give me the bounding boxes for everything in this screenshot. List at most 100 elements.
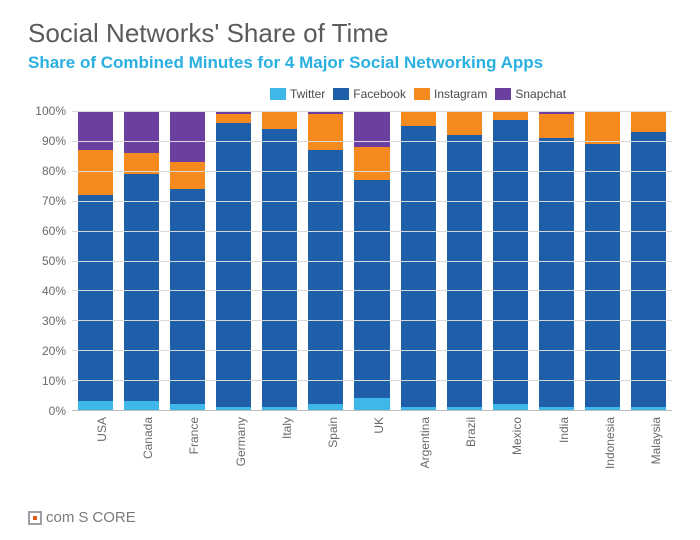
y-tick: 100%: [35, 104, 66, 118]
y-tick: 80%: [42, 164, 66, 178]
legend-item-facebook: Facebook: [333, 87, 410, 101]
segment-facebook: [539, 138, 574, 407]
segment-twitter: [170, 404, 205, 410]
segment-facebook: [124, 174, 159, 401]
segment-twitter: [631, 407, 666, 410]
x-label: Mexico: [510, 417, 524, 455]
x-tick: Brazil: [441, 411, 487, 491]
x-label: UK: [372, 417, 386, 434]
y-tick: 50%: [42, 254, 66, 268]
x-tick: UK: [349, 411, 395, 491]
y-tick: 0%: [49, 404, 66, 418]
footer-brand-suffix: CORE: [92, 509, 135, 526]
y-tick: 40%: [42, 284, 66, 298]
segment-instagram: [447, 111, 482, 135]
footer-brand-prefix: com: [46, 509, 74, 526]
legend-swatch-instagram: [414, 88, 430, 100]
x-axis: USA Canada France Germany Italy Spain UK Argent…: [72, 411, 672, 491]
segment-instagram: [631, 111, 666, 132]
segment-instagram: [308, 114, 343, 150]
gridline: [72, 290, 672, 291]
x-label: Brazil: [464, 417, 478, 447]
x-label: Malaysia: [649, 417, 663, 464]
x-tick: Indonesia: [580, 411, 626, 491]
segment-facebook: [170, 189, 205, 404]
footer-brand: comSCORE: [28, 509, 136, 526]
gridline: [72, 261, 672, 262]
x-label: Canada: [141, 417, 155, 459]
x-label: Italy: [280, 417, 294, 439]
segment-twitter: [539, 407, 574, 410]
x-label: USA: [95, 417, 109, 442]
segment-twitter: [78, 401, 113, 410]
segment-facebook: [216, 123, 251, 407]
legend-label-snapchat: Snapchat: [515, 87, 566, 101]
x-label: Germany: [234, 417, 248, 466]
chart-subtitle: Share of Combined Minutes for 4 Major So…: [28, 53, 672, 73]
x-label: India: [557, 417, 571, 443]
legend-swatch-facebook: [333, 88, 349, 100]
x-label: Argentina: [418, 417, 432, 468]
legend-label-instagram: Instagram: [434, 87, 487, 101]
segment-instagram: [216, 114, 251, 123]
segment-twitter: [124, 401, 159, 410]
segment-facebook: [354, 180, 389, 398]
segment-facebook: [447, 135, 482, 407]
legend: Twitter Facebook Instagram Snapchat: [168, 87, 672, 101]
gridline: [72, 231, 672, 232]
x-tick: Malaysia: [626, 411, 672, 491]
x-label: Indonesia: [603, 417, 617, 469]
x-label: Spain: [326, 417, 340, 448]
legend-item-twitter: Twitter: [270, 87, 329, 101]
segment-twitter: [493, 404, 528, 410]
y-axis: 0%10%20%30%40%50%60%70%80%90%100%: [28, 111, 72, 411]
comscore-logo-icon: [28, 511, 42, 525]
segment-instagram: [585, 111, 620, 144]
x-tick: Mexico: [487, 411, 533, 491]
x-tick: Spain: [303, 411, 349, 491]
y-tick: 30%: [42, 314, 66, 328]
gridline: [72, 380, 672, 381]
x-tick: USA: [72, 411, 118, 491]
legend-label-twitter: Twitter: [290, 87, 325, 101]
segment-snapchat: [170, 111, 205, 162]
x-tick: Italy: [257, 411, 303, 491]
chart-area: 0%10%20%30%40%50%60%70%80%90%100%: [28, 111, 672, 411]
y-tick: 10%: [42, 374, 66, 388]
segment-instagram: [170, 162, 205, 189]
gridline: [72, 141, 672, 142]
y-tick: 20%: [42, 344, 66, 358]
segment-instagram: [354, 147, 389, 180]
segment-instagram: [401, 111, 436, 126]
legend-item-snapchat: Snapchat: [495, 87, 570, 101]
chart-title: Social Networks' Share of Time: [28, 18, 672, 49]
segment-twitter: [447, 407, 482, 410]
segment-snapchat: [124, 111, 159, 153]
y-tick: 60%: [42, 224, 66, 238]
x-tick: France: [164, 411, 210, 491]
segment-twitter: [262, 407, 297, 410]
segment-facebook: [631, 132, 666, 407]
x-tick: Argentina: [395, 411, 441, 491]
segment-facebook: [78, 195, 113, 401]
x-tick: Canada: [118, 411, 164, 491]
gridline: [72, 350, 672, 351]
x-tick: India: [534, 411, 580, 491]
x-label: France: [187, 417, 201, 454]
segment-instagram: [262, 111, 297, 129]
segment-instagram: [493, 111, 528, 120]
plot-area: [72, 111, 672, 411]
legend-item-instagram: Instagram: [414, 87, 491, 101]
segment-facebook: [585, 144, 620, 407]
segment-twitter: [354, 398, 389, 410]
segment-facebook: [401, 126, 436, 407]
segment-twitter: [585, 407, 620, 410]
y-tick: 70%: [42, 194, 66, 208]
y-tick: 90%: [42, 134, 66, 148]
segment-twitter: [308, 404, 343, 410]
legend-swatch-twitter: [270, 88, 286, 100]
segment-twitter: [401, 407, 436, 410]
segment-facebook: [308, 150, 343, 404]
segment-instagram: [539, 114, 574, 138]
gridline: [72, 111, 672, 112]
